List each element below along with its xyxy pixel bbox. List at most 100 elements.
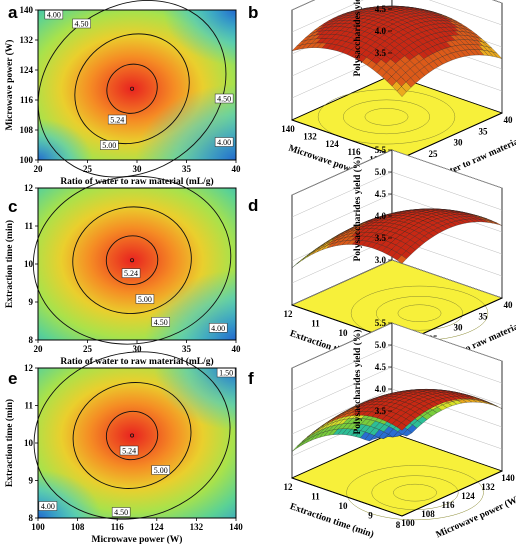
contour-label: 5.00 xyxy=(138,295,152,304)
optimum-point xyxy=(130,433,135,438)
contour-label: 4.50 xyxy=(154,318,168,327)
contour-panel-e: 1.50 5.24 5.00 4.00 4.50 100 108 116 124 132 140 8 9… xyxy=(4,351,243,545)
contour-label: 4.50 xyxy=(217,95,231,104)
contour-label-box xyxy=(119,445,139,456)
contour-label: 1.50 xyxy=(219,369,233,378)
z-axis-label: Polysaccharides yield (%) xyxy=(352,156,363,261)
z-tick-label: 4.0 xyxy=(375,211,387,221)
optimum-point xyxy=(130,258,135,263)
y-tick-label: 9 xyxy=(29,476,34,486)
x-axis-label: Microwave power (W) xyxy=(92,534,183,545)
y-tick-label: 9 xyxy=(368,511,373,521)
contour-label: 5.24 xyxy=(110,116,124,125)
x-tick-label: 124 xyxy=(150,522,164,532)
y-tick-label: 10 xyxy=(24,438,34,448)
contour-label-box xyxy=(214,137,234,147)
optimum-point xyxy=(130,86,135,91)
x-tick-label: 25 xyxy=(83,164,93,174)
y-tick-label: 12 xyxy=(284,309,294,319)
contour-line xyxy=(106,63,158,114)
y-axis-label: Extraction time (min) xyxy=(4,399,15,487)
z-tick-label: 3.5 xyxy=(375,48,387,58)
y-tick-label: 116 xyxy=(20,95,34,105)
x-tick-label: 20 xyxy=(34,344,44,354)
x-tick-label: 140 xyxy=(501,473,515,483)
x-tick-label: 25 xyxy=(83,344,93,354)
z-tick-label: 5.5 xyxy=(375,318,387,328)
contour-line xyxy=(105,410,159,461)
z-tick-label: 5.0 xyxy=(375,340,387,350)
x-tick-label: 40 xyxy=(504,300,514,310)
y-axis-line xyxy=(291,477,403,517)
x-tick-label: 30 xyxy=(454,138,464,148)
y-tick-label: 11 xyxy=(24,401,33,411)
contour-label-box xyxy=(107,114,127,125)
y-axis-label: Microwave power (W) xyxy=(4,40,15,131)
contour-line xyxy=(105,235,159,285)
y-tick-label: 11 xyxy=(24,221,33,231)
z-axis-label: Polysaccharides yield (%) xyxy=(352,0,363,77)
y-tick-label: 100 xyxy=(20,155,34,165)
z-axis-label: Polysaccharides yield (%) xyxy=(352,329,363,434)
x-tick-label: 108 xyxy=(421,509,435,519)
panel-letter-b: b xyxy=(248,3,258,22)
x-tick-label: 132 xyxy=(190,522,204,532)
z-tick-label: 3.0 xyxy=(375,255,387,265)
heatmap-corner xyxy=(38,10,236,160)
x-tick-label: 35 xyxy=(182,344,192,354)
contour-label: 4.00 xyxy=(211,324,225,333)
y-tick-label: 8 xyxy=(29,513,34,523)
x-tick-label: 100 xyxy=(31,522,45,532)
x-tick-label: 124 xyxy=(461,491,475,501)
contour-label: 4.00 xyxy=(47,11,61,20)
surface-cell xyxy=(396,255,407,264)
floor-contour xyxy=(346,465,484,521)
surface-mesh xyxy=(291,208,503,268)
z-tick-label: 5.0 xyxy=(375,167,387,177)
floor-contour xyxy=(343,99,430,135)
x-tick-label: 35 xyxy=(479,126,489,136)
y-tick-label: 140 xyxy=(20,5,34,15)
z-tick-label: 5.5 xyxy=(375,145,387,155)
x-tick-label: 40 xyxy=(504,115,514,125)
y-tick-label: 12 xyxy=(284,482,294,492)
floor-contour xyxy=(317,89,456,145)
z-tick-label: 4.5 xyxy=(375,189,387,199)
panel-letter-e: e xyxy=(8,369,17,388)
contour-label: 4.00 xyxy=(41,502,55,511)
contour-line xyxy=(72,382,192,489)
x-tick-label: 30 xyxy=(133,344,143,354)
surface-cell xyxy=(396,86,407,97)
contour-label-box xyxy=(111,507,131,517)
x-tick-label: 108 xyxy=(71,522,85,532)
x-tick-label: 30 xyxy=(454,323,464,333)
floor-contour xyxy=(376,296,463,331)
surface-mesh xyxy=(291,5,503,97)
contour-label-box xyxy=(135,294,155,304)
x-tick-label: 35 xyxy=(182,164,192,174)
surface-cell xyxy=(396,422,407,431)
contour-label-box xyxy=(72,18,91,29)
x-tick-label: 35 xyxy=(479,311,489,321)
y-tick-label: 10 xyxy=(339,501,349,511)
z-tick-label: 4.0 xyxy=(375,384,387,394)
y-tick-label: 12 xyxy=(24,363,34,373)
heatmap-corner xyxy=(38,188,236,340)
contour-label-box xyxy=(121,268,141,278)
contour-label-box xyxy=(151,465,171,475)
y-tick-label: 124 xyxy=(325,139,339,149)
contour-label-box xyxy=(151,317,171,327)
x-tick-label: 116 xyxy=(111,522,125,532)
contour-label: 5.00 xyxy=(154,466,168,475)
floor-contour xyxy=(397,304,442,322)
x-tick-label: 20 xyxy=(34,164,44,174)
x-tick-label: 100 xyxy=(401,518,415,528)
y-tick-label: 10 xyxy=(339,328,349,338)
x-tick-label: 140 xyxy=(229,522,243,532)
contour-line xyxy=(33,351,231,520)
wall-gridline xyxy=(291,0,503,33)
x-tick-label: 30 xyxy=(133,164,143,174)
y-tick-label: 11 xyxy=(311,319,320,329)
y-axis-label: Extraction time (min) xyxy=(4,220,15,308)
y-tick-label: 140 xyxy=(281,124,295,134)
